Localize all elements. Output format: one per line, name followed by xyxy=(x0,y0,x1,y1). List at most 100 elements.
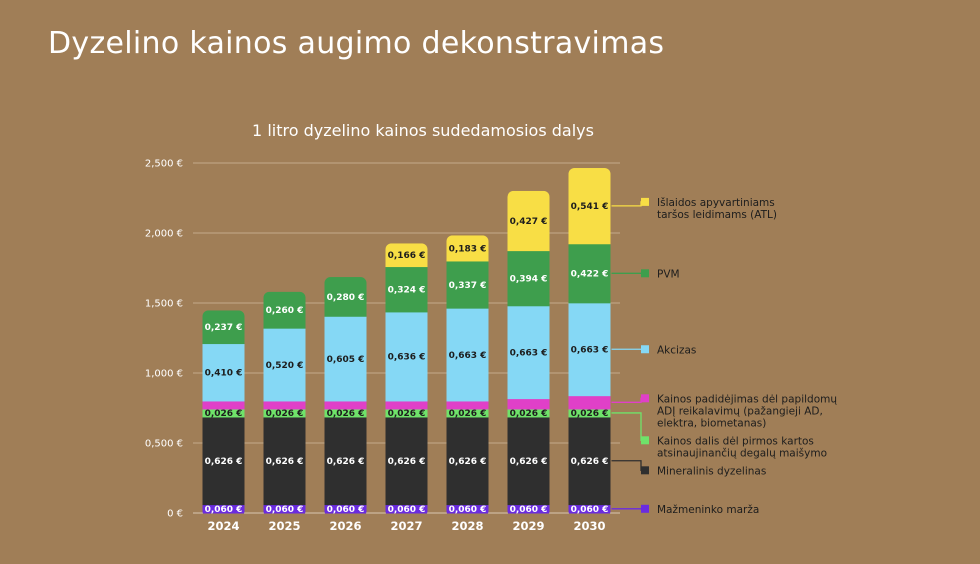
x-tick-label: 2030 xyxy=(573,519,605,533)
data-label: 0,626 € xyxy=(388,457,426,467)
legend-label: elektra, biometanas) xyxy=(657,417,766,429)
bar-segment xyxy=(446,416,489,506)
legend-label: Mažmeninko marža xyxy=(657,504,759,516)
data-label: 0,626 € xyxy=(266,457,304,467)
bar-segment xyxy=(446,235,489,262)
bar-segment xyxy=(324,504,367,514)
data-label: 0,060 € xyxy=(266,505,304,515)
data-label: 0,636 € xyxy=(388,353,426,363)
legend-label: Kainos padidėjimas dėl papildomų xyxy=(657,393,837,405)
bar-segment xyxy=(324,277,367,317)
bar-segment xyxy=(385,311,428,402)
bar-segment xyxy=(568,408,611,418)
data-label: 0,004 € xyxy=(205,401,243,411)
data-label: 0,026 € xyxy=(388,409,426,419)
data-label: 0,026 € xyxy=(510,409,548,419)
bar-segment xyxy=(507,190,550,252)
bar-segments xyxy=(263,291,306,514)
legend-leader-line xyxy=(611,201,645,207)
data-label: 0,048 € xyxy=(449,401,487,411)
bar-segment xyxy=(568,243,611,304)
bar-stack: 0,060 € 0,626 € 0,026 €0,004 € 0,410 € 0,237… xyxy=(202,310,245,515)
legend-item: PVM xyxy=(611,268,680,280)
data-label: 0,183 € xyxy=(449,244,487,254)
bar-segments xyxy=(324,277,367,514)
bar-segment xyxy=(385,416,428,506)
data-label: 0,626 € xyxy=(571,457,609,467)
data-label: 0,060 € xyxy=(205,505,243,515)
bar-segments xyxy=(568,168,611,514)
y-tick-label: 1,500 € xyxy=(145,299,183,310)
bar-segment xyxy=(324,408,367,418)
bar-segment xyxy=(202,343,245,402)
legend-marker xyxy=(641,504,649,513)
bar-segment xyxy=(324,400,367,410)
bar-segment xyxy=(507,305,550,400)
bar-segment xyxy=(385,266,428,313)
bar-segments xyxy=(446,235,489,514)
legend-marker xyxy=(641,466,649,475)
data-label: 0,280 € xyxy=(327,293,365,303)
data-label: 0,014 € xyxy=(327,401,365,411)
data-label: 0,095 € xyxy=(571,399,609,409)
legend-label: PVM xyxy=(657,268,680,280)
bar-segment xyxy=(263,291,306,329)
bar-segment xyxy=(385,408,428,418)
x-tick-label: 2024 xyxy=(207,519,239,533)
bar-segment xyxy=(446,400,489,410)
bar-segment xyxy=(507,250,550,307)
bar-segments xyxy=(507,190,550,514)
legend-leader-line xyxy=(611,460,645,471)
bar-segment xyxy=(568,504,611,514)
legend-marker xyxy=(641,345,649,354)
legend-marker xyxy=(641,394,649,403)
data-label: 0,026 € xyxy=(266,409,304,419)
data-label: 0,422 € xyxy=(571,270,609,280)
data-label: 0,663 € xyxy=(449,351,487,361)
bar-segment xyxy=(385,504,428,514)
data-label: 0,663 € xyxy=(571,345,609,355)
bar-segment xyxy=(263,408,306,418)
legend-label: Mineralinis dyzelinas xyxy=(657,465,766,477)
bar-segment xyxy=(446,308,489,402)
y-tick-label: 0 € xyxy=(167,509,183,520)
bar-stack: 0,060 € 0,626 € 0,026 €0,007 € 0,520 € 0,260… xyxy=(263,291,306,515)
x-tick-label: 2029 xyxy=(512,519,544,533)
y-tick-label: 2,500 € xyxy=(145,159,183,170)
bar-stack: 0,060 € 0,626 € 0,026 €0,031 € 0,636 € 0,324… xyxy=(385,243,428,515)
bar-segment xyxy=(507,408,550,418)
data-label: 0,605 € xyxy=(327,355,365,365)
bar-segment xyxy=(568,302,611,397)
data-label: 0,060 € xyxy=(327,505,365,515)
bar-segment xyxy=(202,310,245,345)
legend-marker xyxy=(641,269,649,278)
y-tick-label: 2,000 € xyxy=(145,229,183,240)
y-tick-label: 1,000 € xyxy=(145,369,183,380)
bar-segment xyxy=(263,416,306,506)
legend-leader-line xyxy=(611,397,645,403)
data-label: 0,060 € xyxy=(571,505,609,515)
legend-marker xyxy=(641,197,649,206)
data-label: 0,007 € xyxy=(266,401,304,411)
legend-item: Mažmeninko marža xyxy=(611,504,759,516)
data-label: 0,410 € xyxy=(205,368,243,378)
data-label: 0,394 € xyxy=(510,274,548,284)
legend-label: Išlaidos apyvartiniams xyxy=(657,197,775,209)
data-label: 0,626 € xyxy=(510,457,548,467)
bar-segment xyxy=(446,408,489,418)
legend-label: ADĮ reikalavimų (pažangieji AD, xyxy=(657,405,823,417)
data-label: 0,626 € xyxy=(327,457,365,467)
legend-marker xyxy=(641,436,649,445)
data-label: 0,324 € xyxy=(388,285,426,295)
legend-item: Akcizas xyxy=(611,344,696,356)
data-label: 0,520 € xyxy=(266,361,304,371)
bar-segments xyxy=(385,243,428,514)
bar-segment xyxy=(446,260,489,309)
bar-segment xyxy=(507,504,550,514)
x-tick-label: 2025 xyxy=(268,519,300,533)
bar-segment xyxy=(202,416,245,506)
data-label: 0,663 € xyxy=(510,348,548,358)
x-tick-label: 2027 xyxy=(390,519,422,533)
